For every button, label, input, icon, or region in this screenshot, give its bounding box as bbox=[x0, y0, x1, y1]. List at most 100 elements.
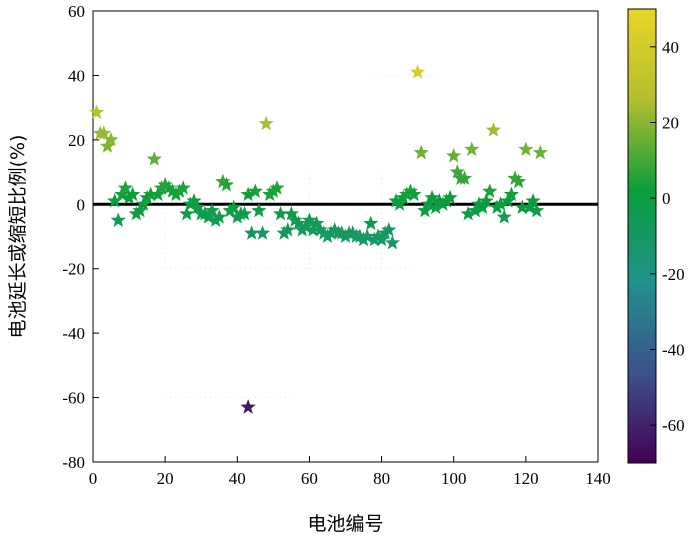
x-tick-label: 0 bbox=[89, 469, 98, 488]
data-point-star bbox=[208, 212, 224, 227]
data-point-star bbox=[370, 228, 386, 243]
data-point-star bbox=[143, 186, 159, 202]
data-point-star bbox=[355, 231, 372, 247]
data-point-star bbox=[226, 199, 242, 214]
data-point-star bbox=[518, 141, 534, 156]
data-point-star bbox=[197, 205, 213, 221]
faint-dotted-guides bbox=[164, 75, 436, 398]
data-point-star bbox=[337, 228, 354, 243]
data-point-star bbox=[424, 189, 440, 205]
data-point-star bbox=[269, 180, 285, 195]
colorbar-tick-label: 20 bbox=[662, 114, 679, 133]
data-point-star bbox=[413, 144, 429, 160]
x-axis: 0 20 40 60 80 100 120 140 bbox=[89, 456, 611, 488]
y-tick-label: -40 bbox=[62, 324, 85, 343]
data-point-star bbox=[254, 225, 271, 240]
data-point-star bbox=[110, 212, 126, 227]
data-point-star bbox=[410, 64, 426, 79]
data-point-star bbox=[384, 234, 400, 250]
data-point-star bbox=[103, 131, 119, 147]
data-point-star bbox=[222, 202, 238, 218]
data-point-star bbox=[204, 202, 220, 218]
data-point-star bbox=[157, 176, 173, 192]
data-point-star bbox=[493, 196, 509, 211]
data-point-star bbox=[179, 205, 195, 221]
data-point-star bbox=[449, 164, 465, 179]
data-point-star bbox=[240, 399, 256, 414]
data-point-star bbox=[402, 183, 419, 198]
data-point-star bbox=[262, 186, 278, 202]
data-point-star bbox=[366, 231, 382, 247]
data-point-star bbox=[291, 215, 307, 231]
data-point-star bbox=[334, 225, 350, 240]
colorbar: 40 20 0 -20 -40 -60 bbox=[627, 8, 685, 464]
colorbar-tick-label: -60 bbox=[662, 416, 685, 435]
data-point-star bbox=[161, 180, 177, 195]
data-point-star bbox=[388, 193, 404, 208]
colorbar-ticks: 40 20 0 -20 -40 -60 bbox=[650, 38, 685, 435]
data-point-star bbox=[229, 209, 245, 224]
y-tick-label: -80 bbox=[62, 453, 85, 472]
y-axis-title: 电池延长或缩短比例(%) bbox=[7, 135, 29, 339]
data-point-star bbox=[316, 225, 332, 240]
y-axis: -80 -60 -40 -20 0 20 40 60 bbox=[62, 2, 99, 472]
y-tick-label: 0 bbox=[77, 195, 86, 214]
data-point-star bbox=[464, 141, 480, 156]
data-point-star bbox=[251, 202, 267, 218]
data-point-star bbox=[89, 104, 105, 119]
data-point-star bbox=[442, 189, 458, 205]
data-point-star bbox=[240, 186, 256, 202]
x-tick-label: 120 bbox=[513, 469, 539, 488]
data-point-star bbox=[117, 180, 134, 195]
y-tick-label: 40 bbox=[68, 66, 85, 85]
plot-frame bbox=[92, 10, 599, 463]
data-point-star bbox=[323, 225, 339, 240]
x-tick-label: 140 bbox=[585, 469, 611, 488]
colorbar-tick-label: 40 bbox=[662, 38, 679, 57]
data-point-star bbox=[175, 180, 191, 195]
data-point-star bbox=[525, 193, 541, 208]
data-point-star bbox=[312, 222, 328, 237]
x-axis-title: 电池编号 bbox=[307, 513, 383, 535]
x-tick-label: 80 bbox=[373, 469, 390, 488]
data-point-star bbox=[496, 209, 512, 224]
data-point-star bbox=[395, 189, 411, 205]
data-point-star bbox=[265, 183, 281, 198]
data-point-star bbox=[287, 212, 303, 227]
data-point-star bbox=[359, 228, 375, 243]
data-point-star bbox=[482, 183, 498, 198]
data-point-star bbox=[301, 212, 318, 227]
data-point-star bbox=[514, 199, 530, 214]
data-point-star bbox=[460, 205, 476, 221]
data-point-star bbox=[485, 122, 501, 137]
data-point-star bbox=[276, 225, 292, 240]
plot-area bbox=[89, 10, 599, 463]
x-tick-label: 20 bbox=[157, 469, 174, 488]
data-point-star bbox=[327, 222, 343, 237]
data-point-star bbox=[511, 173, 527, 189]
data-point-star bbox=[345, 225, 361, 240]
data-point-star bbox=[96, 125, 112, 140]
data-point-star bbox=[164, 183, 180, 198]
data-point-star bbox=[186, 193, 202, 208]
data-point-star bbox=[128, 205, 144, 221]
data-point-star bbox=[319, 228, 336, 243]
data-point-star bbox=[478, 193, 494, 208]
data-point-star bbox=[309, 215, 325, 231]
data-point-star bbox=[456, 170, 473, 185]
data-point-star bbox=[399, 186, 415, 202]
data-point-star bbox=[283, 205, 299, 221]
data-point-star bbox=[236, 205, 253, 221]
colorbar-tick-label: -40 bbox=[662, 341, 685, 360]
data-point-star bbox=[406, 186, 422, 202]
data-point-star bbox=[146, 151, 162, 166]
data-point-star bbox=[182, 196, 198, 211]
data-point-star bbox=[244, 225, 260, 240]
data-point-star bbox=[171, 183, 188, 198]
data-point-star bbox=[507, 170, 523, 185]
data-point-star bbox=[168, 186, 184, 202]
data-point-star bbox=[471, 196, 487, 211]
data-points bbox=[89, 64, 548, 414]
data-point-star bbox=[529, 202, 545, 218]
